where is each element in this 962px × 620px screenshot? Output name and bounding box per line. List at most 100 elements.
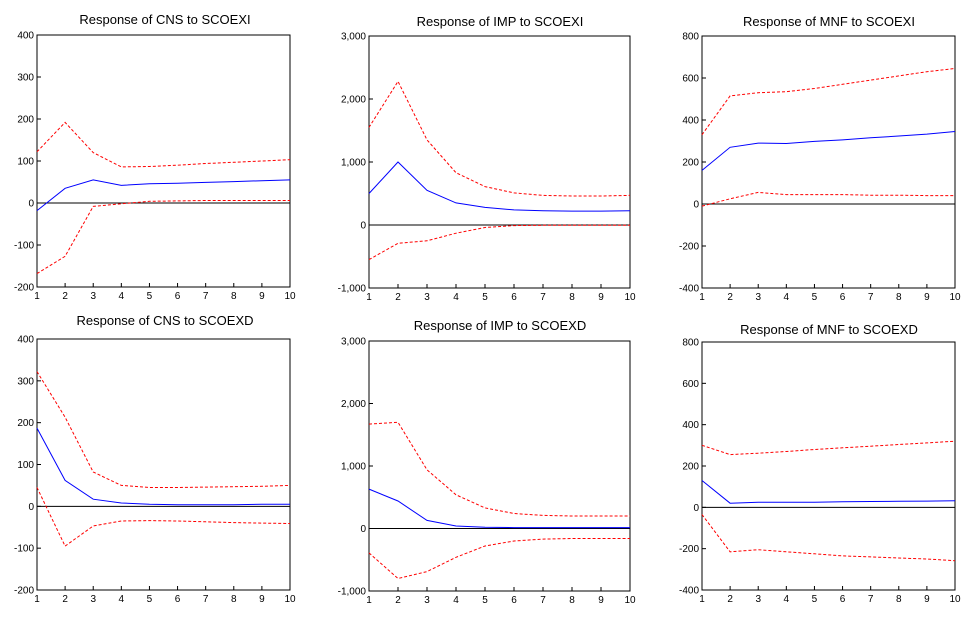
plot-frame — [701, 35, 956, 289]
y-tick-label: -100 — [14, 241, 34, 252]
x-tick-label: 8 — [231, 291, 237, 302]
y-tick-label: -200 — [14, 586, 34, 597]
x-tick-label: 6 — [840, 292, 846, 303]
x-tick-label: 3 — [424, 595, 430, 606]
y-tick-label: 0 — [693, 200, 699, 211]
x-tick-label: 9 — [598, 292, 604, 303]
y-tick-label: 0 — [360, 524, 366, 535]
y-tick-label: 800 — [682, 32, 699, 43]
y-tick-label: -400 — [679, 284, 699, 295]
x-tick-label: 1 — [34, 594, 40, 605]
irf-panel: -400 -200 0 200 400 600 800 1 2 3 4 5 6 7 8 9 10 Response… — [679, 14, 961, 303]
response-line — [36, 179, 291, 211]
upper-band-line — [368, 80, 631, 197]
y-tick-label: -1,000 — [338, 587, 367, 598]
upper-band-line — [701, 440, 956, 456]
y-tick-label: -200 — [679, 544, 699, 555]
x-tick-label: 3 — [755, 594, 761, 605]
y-tick-label: -100 — [14, 544, 34, 555]
panel-title: Response of CNS to SCOEXD — [76, 313, 253, 328]
x-tick-label: 7 — [868, 594, 874, 605]
x-tick-label: 4 — [453, 595, 459, 606]
lower-band-line — [701, 514, 956, 562]
x-tick-label: 4 — [453, 292, 459, 303]
x-tick-label: 1 — [699, 594, 705, 605]
x-tick-label: 2 — [62, 594, 68, 605]
x-tick-label: 5 — [482, 595, 488, 606]
irf-panel: -200 -100 0 100 200 300 400 1 2 3 4 5 6 7 8 9 10 Response… — [14, 313, 296, 605]
x-tick-label: 5 — [812, 594, 818, 605]
x-tick-label: 7 — [540, 595, 546, 606]
irf-panel: -1,000 0 1,000 2,000 3,000 1 2 3 4 5 6 7 8 9 10 Respons… — [338, 318, 636, 606]
x-tick-label: 3 — [90, 594, 96, 605]
x-tick-label: 8 — [569, 292, 575, 303]
y-tick-label: 0 — [28, 199, 34, 210]
y-tick-label: 200 — [17, 115, 34, 126]
upper-band-line — [368, 421, 630, 517]
x-tick-label: 8 — [569, 595, 575, 606]
response-line — [701, 131, 956, 171]
y-tick-label: 100 — [17, 157, 34, 168]
x-tick-label: 10 — [624, 292, 636, 303]
response-line — [36, 427, 290, 506]
y-tick-label: 3,000 — [341, 32, 366, 43]
y-tick-label: 200 — [682, 462, 699, 473]
y-tick-label: -1,000 — [338, 284, 367, 295]
lower-band-line — [36, 200, 290, 275]
x-tick-label: 1 — [34, 291, 40, 302]
y-tick-label: 2,000 — [341, 399, 366, 410]
x-tick-label: 9 — [598, 595, 604, 606]
y-tick-label: 1,000 — [341, 158, 366, 169]
x-tick-label: 8 — [896, 292, 902, 303]
y-tick-label: 800 — [682, 338, 699, 349]
x-tick-label: 2 — [727, 292, 733, 303]
response-line — [368, 488, 630, 529]
x-tick-label: 10 — [284, 594, 296, 605]
y-tick-label: 0 — [693, 503, 699, 514]
x-tick-label: 7 — [540, 292, 546, 303]
plot-frame — [36, 338, 291, 591]
x-tick-label: 4 — [784, 594, 790, 605]
y-tick-label: 400 — [682, 116, 699, 127]
x-tick-label: 10 — [949, 594, 961, 605]
x-tick-label: 6 — [511, 292, 517, 303]
y-tick-label: 0 — [360, 221, 366, 232]
x-tick-label: 5 — [147, 594, 153, 605]
x-tick-label: 5 — [147, 291, 153, 302]
x-tick-label: 2 — [395, 292, 401, 303]
y-tick-label: 1,000 — [341, 462, 366, 473]
y-tick-label: -200 — [14, 283, 34, 294]
x-tick-label: 7 — [868, 292, 874, 303]
x-tick-label: 1 — [366, 595, 372, 606]
x-tick-label: 1 — [366, 292, 372, 303]
upper-band-line — [701, 68, 956, 135]
x-tick-label: 5 — [482, 292, 488, 303]
x-tick-label: 4 — [119, 594, 125, 605]
y-tick-label: 3,000 — [341, 337, 366, 348]
x-tick-label: 2 — [395, 595, 401, 606]
x-tick-label: 6 — [175, 594, 181, 605]
x-tick-label: 8 — [896, 594, 902, 605]
y-tick-label: 400 — [682, 420, 699, 431]
panel-title: Response of IMP to SCOEXI — [417, 14, 584, 29]
x-tick-label: 3 — [755, 292, 761, 303]
x-tick-label: 7 — [203, 291, 209, 302]
irf-panel: -1,000 0 1,000 2,000 3,000 1 2 3 4 5 6 7 8 9 10 Respons… — [338, 14, 636, 303]
x-tick-label: 3 — [424, 292, 430, 303]
x-tick-label: 4 — [784, 292, 790, 303]
lower-band-line — [36, 487, 291, 547]
plot-frame — [701, 341, 956, 591]
y-tick-label: 300 — [17, 376, 34, 387]
x-tick-label: 7 — [203, 594, 209, 605]
upper-band-line — [36, 121, 291, 168]
y-tick-label: -400 — [679, 586, 699, 597]
x-tick-label: 10 — [284, 291, 296, 302]
response-line — [701, 480, 956, 504]
plot-frame — [36, 34, 291, 288]
x-tick-label: 2 — [62, 291, 68, 302]
y-tick-label: 0 — [28, 502, 34, 513]
panel-title: Response of MNF to SCOEXD — [740, 322, 918, 337]
x-tick-label: 1 — [699, 292, 705, 303]
